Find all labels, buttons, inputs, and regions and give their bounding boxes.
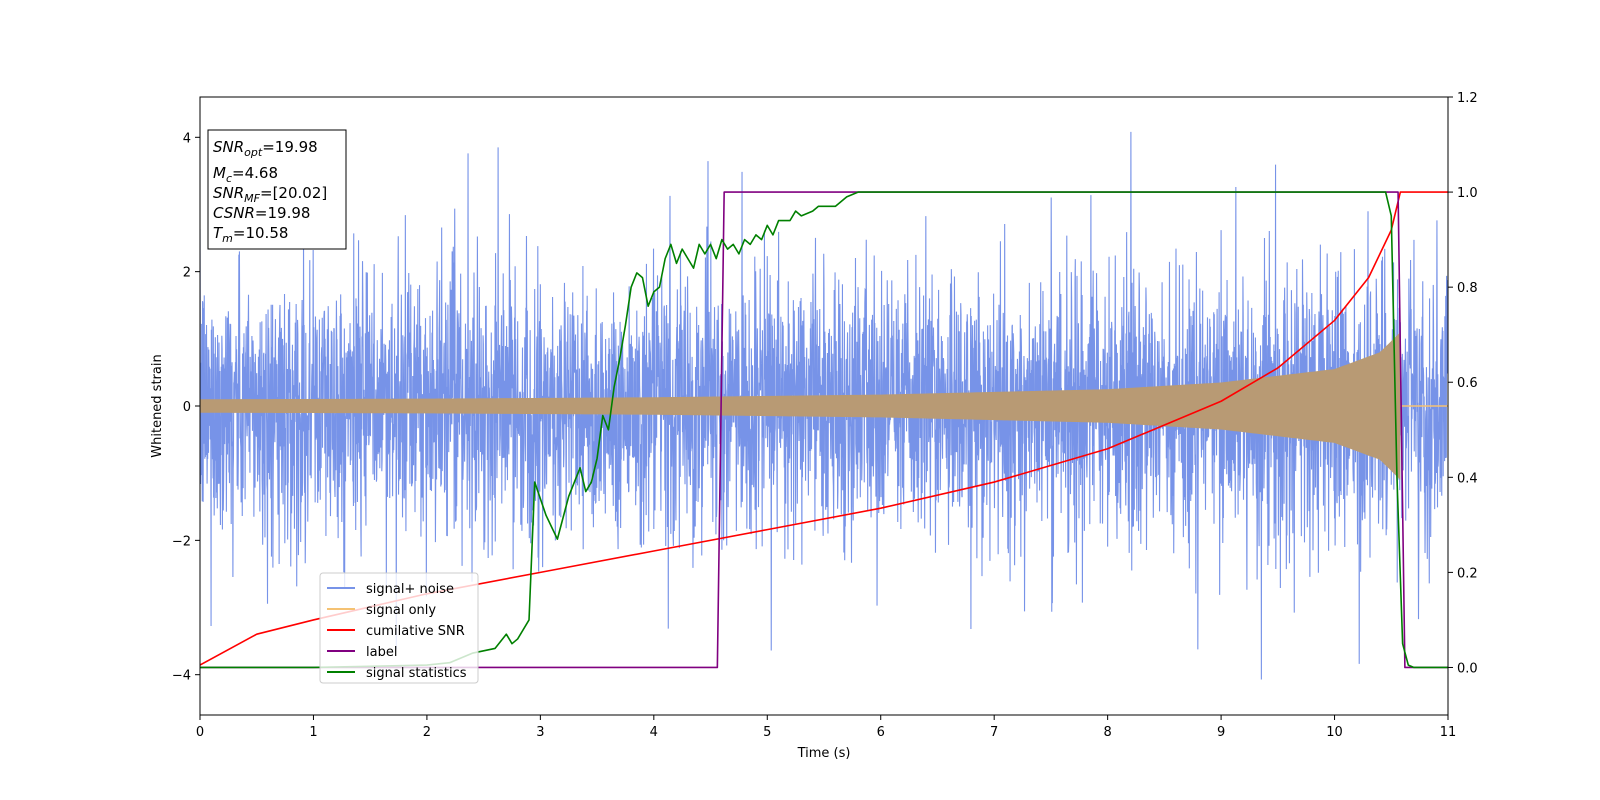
x-tick-label: 11 — [1440, 725, 1457, 740]
y2-tick-label: 0.4 — [1457, 471, 1478, 486]
legend-label: cumilative SNR — [366, 624, 465, 639]
y-tick-label: 2 — [183, 266, 191, 281]
y2-tick-label: 0.2 — [1457, 566, 1478, 581]
y2-tick-label: 0.8 — [1457, 281, 1478, 296]
legend-label: signal+ noise — [366, 582, 454, 597]
info-tm: Tm=10.58 — [213, 224, 288, 245]
signal-plus-noise-line — [200, 131, 1448, 680]
y-axis-right: 1.2 1.0 0.8 0.6 0.4 0.2 0.0 — [1448, 91, 1478, 676]
x-tick-label: 7 — [990, 725, 998, 740]
y-axis-label: Whitened strain — [150, 354, 165, 457]
y-tick-label: 0 — [183, 400, 191, 415]
x-tick-label: 8 — [1103, 725, 1111, 740]
signal-only-band — [200, 332, 1401, 480]
x-tick-label: 2 — [423, 725, 431, 740]
y-tick-label: −2 — [172, 534, 191, 549]
y2-tick-label: 1.0 — [1457, 186, 1478, 201]
legend-label: label — [366, 645, 397, 660]
x-tick-label: 10 — [1326, 725, 1343, 740]
series-signal-only — [200, 332, 1448, 480]
y2-tick-label: 0.6 — [1457, 376, 1478, 391]
x-tick-label: 9 — [1217, 725, 1225, 740]
y-tick-label: −4 — [172, 669, 191, 684]
legend-frame — [319, 572, 479, 684]
x-tick-label: 1 — [309, 725, 317, 740]
legend: signal+ noise signal only cumilative SNR la… — [319, 572, 479, 684]
x-axis: 0 1 2 3 4 5 6 7 8 9 10 11 — [196, 715, 1456, 740]
y-axis-left: 4 2 0 −2 −4 — [172, 131, 200, 684]
x-tick-label: 6 — [877, 725, 885, 740]
legend-label: signal only — [366, 603, 436, 618]
info-snr-mf: SNRMF=[20.02] — [213, 184, 327, 205]
x-tick-label: 0 — [196, 725, 204, 740]
x-axis-label: Time (s) — [797, 746, 851, 761]
x-tick-label: 3 — [536, 725, 544, 740]
info-csnr: CSNR=19.98 — [213, 204, 310, 222]
x-tick-label: 5 — [763, 725, 771, 740]
x-tick-label: 4 — [650, 725, 658, 740]
y-tick-label: 4 — [183, 131, 191, 146]
y2-tick-label: 0.0 — [1457, 661, 1478, 676]
info-box: SNRopt=19.98 Mc=4.68 SNRMF=[20.02] CSNR=… — [207, 129, 347, 250]
y2-tick-label: 1.2 — [1457, 91, 1478, 106]
info-mc: Mc=4.68 — [213, 164, 278, 185]
signal-statistics-line — [200, 191, 1448, 669]
series-signal-plus-noise — [200, 131, 1448, 680]
info-box-frame — [207, 129, 347, 250]
legend-label: signal statistics — [366, 666, 467, 681]
info-snr-opt: SNRopt=19.98 — [213, 138, 318, 159]
